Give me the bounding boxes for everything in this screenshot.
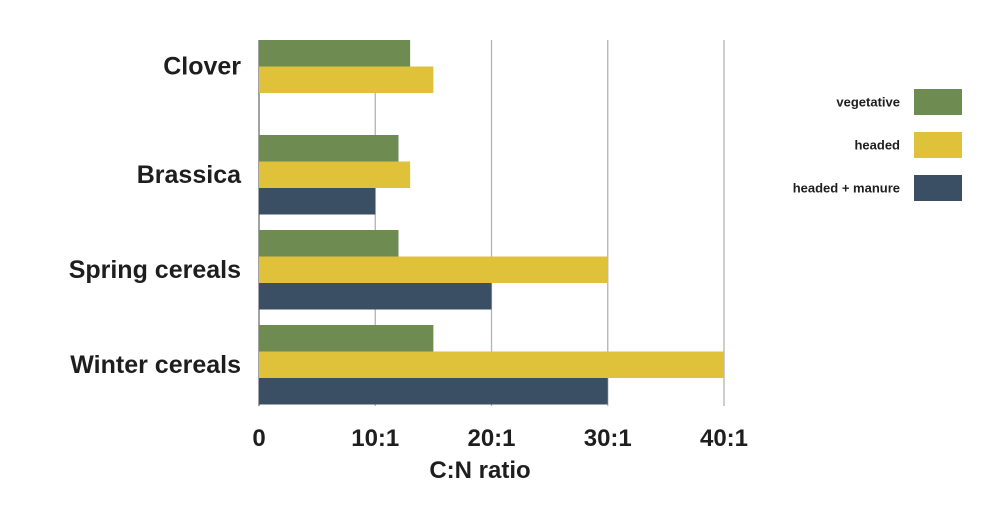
bar-headed-manure-winter-cereals xyxy=(259,378,608,405)
x-tick-label: 0 xyxy=(252,425,265,452)
bar-headed-manure-brassica xyxy=(259,188,376,215)
bar-vegetative-clover xyxy=(259,40,411,67)
category-label: Winter cereals xyxy=(70,351,241,379)
category-label: Clover xyxy=(163,53,241,81)
category-label: Brassica xyxy=(137,161,242,189)
x-axis-title: C:N ratio xyxy=(429,457,530,484)
x-tick-label: 20:1 xyxy=(467,425,515,452)
bar-headed-spring-cereals xyxy=(259,256,608,283)
legend-label: headed + manure xyxy=(793,181,900,196)
legend-label: headed xyxy=(854,138,900,153)
category-labels: Clover Brassica Spring cereals Winter cerea… xyxy=(69,53,242,379)
bar-vegetative-brassica xyxy=(259,135,399,162)
bar-headed-brassica xyxy=(259,161,411,188)
bar-headed-clover xyxy=(259,66,434,93)
bar-headed-manure-spring-cereals xyxy=(259,283,492,310)
bar-vegetative-winter-cereals xyxy=(259,325,434,352)
legend-swatch xyxy=(914,89,962,115)
bars xyxy=(259,40,724,405)
bar-vegetative-spring-cereals xyxy=(259,230,399,257)
x-tick-label: 10:1 xyxy=(351,425,399,452)
x-tick-label: 30:1 xyxy=(584,425,632,452)
x-tick-labels: 0 10:1 20:1 30:1 40:1 xyxy=(252,425,748,452)
category-label: Spring cereals xyxy=(69,256,241,284)
legend: vegetative headed headed + manure xyxy=(793,89,962,201)
legend-swatch xyxy=(914,175,962,201)
legend-label: vegetative xyxy=(836,95,900,110)
x-tick-label: 40:1 xyxy=(700,425,748,452)
legend-swatch xyxy=(914,132,962,158)
bar-headed-winter-cereals xyxy=(259,351,724,378)
